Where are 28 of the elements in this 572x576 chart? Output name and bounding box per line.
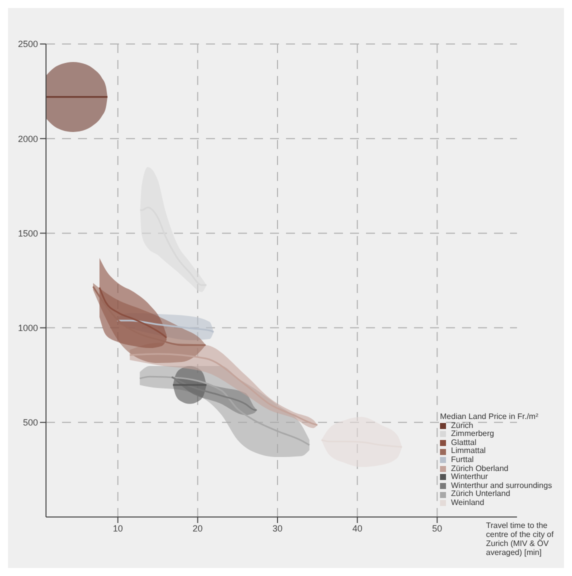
line-series (98, 286, 168, 338)
legend-label: Zürich (451, 420, 474, 430)
line-series (116, 320, 214, 333)
legend-label: Weinland (451, 498, 484, 508)
legend-label: Glatttal (451, 438, 476, 447)
x-tick-label: 50 (432, 523, 442, 534)
line-series (320, 439, 403, 448)
x-tick-label: 40 (352, 523, 362, 534)
y-tick-label: 1000 (18, 322, 38, 333)
legend-label: Zürich Oberland (451, 464, 508, 473)
line-series (92, 286, 206, 346)
x-tick-label: 30 (272, 523, 283, 534)
x-axis-title: Travel time to the centre of the city of Zurich (MIV & ÖV averaged) [min] (486, 521, 555, 557)
y-tick-label: 500 (22, 418, 38, 428)
y-tick-label: 1500 (18, 228, 38, 238)
line-series (129, 353, 318, 426)
legend-label: Winterthur and surroundings (451, 480, 552, 490)
legend-label: Limmattal (451, 446, 486, 456)
x-tick-label: 10 (112, 523, 123, 534)
line-series (139, 206, 208, 286)
legend-title: Median Land Price in Fr./m² (440, 412, 540, 422)
legend-label: Zimmerberg (451, 429, 494, 439)
y-tick-label: 2000 (18, 134, 38, 144)
legend-label: Winterthur (451, 472, 488, 482)
legend-label: Furttal (451, 454, 474, 465)
legend-label: Zürich Unterland (451, 489, 510, 499)
x-tick-label: 20 (192, 523, 203, 534)
y-tick-label: 2500 (18, 39, 38, 50)
